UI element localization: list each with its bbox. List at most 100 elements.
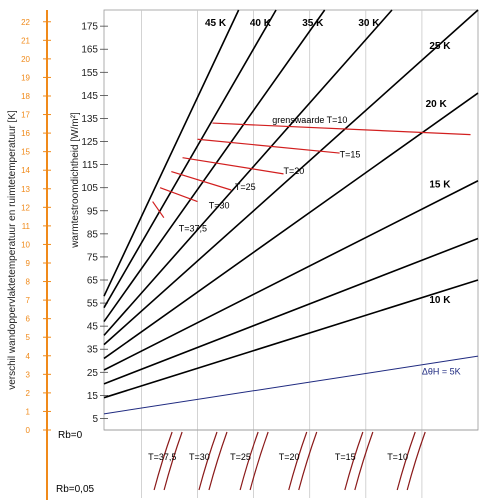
bottom-panel: Rb=0 Rb=0,05 T=37,5 T=30 T=25 T=20 T=15 T=10 — [56, 429, 478, 495]
left-tick-label: 21 — [21, 36, 30, 45]
left-tick-label: 4 — [26, 352, 31, 361]
main-tick-label: 45 — [87, 322, 99, 333]
bottom-curve — [208, 431, 228, 491]
bottom-curve — [198, 431, 218, 491]
bottom-curves: T=37,5 T=30 T=25 T=20 T=15 T=10 — [148, 431, 426, 491]
main-tick-label: 155 — [81, 68, 98, 79]
series-label: 15 K — [429, 180, 451, 191]
left-tick-label: 1 — [26, 407, 31, 416]
series-label: 35 K — [302, 18, 324, 29]
left-tick-label: 22 — [21, 18, 30, 27]
left-axis-label: verschil wandoppervlaktetemperatuur en r… — [7, 110, 18, 390]
series-lines: ΔθH = 5K 10 K 15 K 20 K 25 K 30 K 35 K 40 K 45 K — [103, 9, 479, 415]
main-tick-label: 5 — [92, 414, 98, 425]
main-tick-label: 15 — [87, 391, 99, 402]
main-axis-label: warmtestroomdichtheid [W/m²] — [70, 112, 81, 249]
main-tick-label: 95 — [87, 206, 99, 217]
bottom-curve — [298, 431, 318, 491]
main-tick-label: 35 — [87, 345, 99, 356]
plot-area: 5 15 25 35 45 55 65 75 85 95 105 115 125 135 145 155 165… — [70, 9, 479, 498]
left-tick-label: 20 — [21, 55, 30, 64]
main-tick-label: 135 — [81, 114, 98, 125]
series-line — [103, 9, 326, 323]
bottom-curve — [239, 431, 259, 491]
limit-curve — [182, 157, 284, 175]
bottom-curve-label: T=20 — [279, 452, 300, 462]
series-line — [103, 180, 479, 371]
left-tick-label: 19 — [21, 73, 30, 82]
main-tick-label: 65 — [87, 276, 99, 287]
bottom-curve — [344, 431, 364, 491]
limit-label: T=37,5 — [179, 224, 207, 234]
series-line — [103, 279, 479, 399]
bottom-curve — [354, 431, 374, 491]
main-tick-label: 25 — [87, 368, 99, 379]
bottom-curve — [406, 431, 426, 491]
limit-label: T=30 — [209, 200, 230, 210]
row-label-rb0: Rb=0 — [58, 430, 83, 441]
left-tick-label: 8 — [26, 278, 31, 287]
main-tick-label: 85 — [87, 229, 99, 240]
main-tick-label: 55 — [87, 299, 99, 310]
main-axis-ticks: 5 15 25 35 45 55 65 75 85 95 105 115 125 135 145 155 165… — [81, 22, 108, 425]
left-tick-label: 13 — [21, 185, 30, 194]
series-label: 20 K — [426, 99, 448, 110]
bottom-curve-label: T=30 — [189, 452, 210, 462]
left-tick-label: 16 — [21, 129, 30, 138]
left-tick-label: 11 — [22, 222, 31, 231]
series-line — [103, 92, 479, 360]
bottom-curve — [163, 431, 183, 491]
main-tick-label: 115 — [82, 160, 98, 171]
bottom-curve — [396, 431, 416, 491]
left-tick-label: 12 — [21, 203, 30, 212]
main-tick-label: 145 — [81, 91, 98, 102]
left-tick-label: 6 — [26, 315, 31, 324]
bottom-curve-label: T=15 — [335, 452, 356, 462]
series-line — [103, 355, 479, 415]
bottom-curve-label: T=25 — [230, 452, 251, 462]
grid — [140, 10, 423, 498]
series-line — [103, 9, 479, 346]
main-tick-label: 75 — [87, 252, 99, 263]
left-tick-label: 9 — [26, 259, 31, 268]
limit-label: T=20 — [284, 166, 305, 176]
limit-label: T=25 — [235, 182, 256, 192]
series-line — [103, 237, 479, 385]
limit-label: grenswaarde T=10 — [272, 115, 347, 125]
main-tick-label: 175 — [81, 22, 98, 33]
limit-curve — [159, 187, 198, 203]
limit-curves: grenswaarde T=10 T=15 T=20 T=25 T=30 T=37,5 — [152, 115, 471, 234]
series-label: 40 K — [250, 18, 272, 29]
bottom-curve — [153, 431, 173, 491]
series-label: ΔθH = 5K — [422, 367, 461, 377]
series-line — [103, 9, 240, 297]
left-tick-label: 5 — [26, 333, 31, 342]
series-label: 10 K — [429, 295, 451, 306]
main-tick-label: 125 — [81, 137, 98, 148]
series-line — [103, 9, 393, 336]
left-tick-label: 17 — [21, 111, 30, 120]
bottom-curve-label: T=10 — [387, 452, 408, 462]
left-tick-label: 14 — [21, 166, 30, 175]
left-tick-label: 7 — [26, 296, 31, 305]
series-label: 45 K — [205, 18, 227, 29]
limit-curve — [197, 138, 340, 154]
limit-curve — [152, 201, 165, 219]
main-tick-label: 165 — [81, 45, 98, 56]
left-tick-label: 0 — [26, 426, 31, 435]
limit-curve — [212, 122, 471, 136]
bottom-curve-label: T=37,5 — [148, 452, 176, 462]
row-label-rb005: Rb=0,05 — [56, 484, 95, 495]
limit-label: T=15 — [340, 150, 361, 160]
left-tick-label: 15 — [21, 148, 30, 157]
series-label: 25 K — [429, 41, 451, 52]
main-tick-label: 105 — [81, 183, 98, 194]
left-tick-label: 2 — [26, 389, 31, 398]
left-tick-label: 18 — [21, 92, 30, 101]
bottom-curve — [288, 431, 308, 491]
left-tick-label: 10 — [21, 240, 30, 249]
bottom-curve — [249, 431, 269, 491]
